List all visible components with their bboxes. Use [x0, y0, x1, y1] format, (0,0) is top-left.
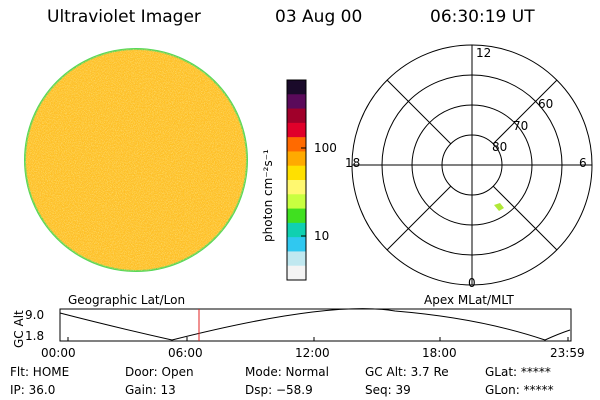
mlt-label-18: 18 [345, 156, 361, 170]
timeline-panel [59, 308, 572, 342]
timeline-y-min: 1.8 [25, 329, 45, 343]
timeline-y-axis-label: GC Alt [12, 310, 26, 348]
colorbar-frame [286, 79, 307, 281]
colorbar-tick-100: 100 [314, 141, 337, 155]
colorbar-segment [287, 80, 306, 95]
colorbar-segment [287, 237, 306, 252]
colorbar-segment [287, 108, 306, 124]
status-flt: Flt: HOME [10, 365, 70, 379]
lat-ring-60: 60 [538, 97, 554, 111]
timeline-left-title: Geographic Lat/Lon [68, 293, 186, 307]
instrument-title: Ultraviolet Imager [47, 7, 201, 27]
time-tick-1200: 12:00 [295, 346, 330, 360]
colorbar-segment [287, 122, 306, 138]
time-tick-0600: 06:00 [168, 346, 203, 360]
status-glon: GLon: ***** [485, 383, 554, 397]
colorbar-segment [287, 222, 306, 238]
status-dsp: Dsp: −58.9 [245, 383, 313, 397]
mlt-label-12: 12 [476, 46, 492, 60]
colorbar-segment [287, 208, 306, 224]
status-ip: IP: 36.0 [10, 383, 56, 397]
status-seq: Seq: 39 [365, 383, 411, 397]
uv-image-disk [24, 48, 248, 272]
time-tick-1800: 18:00 [422, 346, 457, 360]
colorbar-tick-10: 10 [314, 229, 330, 243]
status-glat: GLat: ***** [485, 365, 551, 379]
timeline-right-title: Apex MLat/MLT [424, 293, 514, 307]
time-label: 06:30:19 UT [430, 7, 535, 27]
lat-ring-80: 80 [492, 140, 508, 154]
colorbar-segment [287, 194, 306, 210]
colorbar [286, 79, 307, 281]
status-gain: Gain: 13 [125, 383, 176, 397]
polar-plot [351, 44, 593, 286]
colorbar-unit-label: photon cm⁻²s⁻¹ [261, 149, 275, 242]
time-tick-0000: 00:00 [41, 346, 76, 360]
status-gc-alt: GC Alt: 3.7 Re [365, 365, 449, 379]
mlt-label-6: 6 [579, 156, 587, 170]
colorbar-segment [287, 180, 306, 195]
status-mode: Mode: Normal [245, 365, 329, 379]
timeline-y-max: 9.0 [25, 308, 45, 322]
colorbar-segment [287, 165, 306, 181]
colorbar-segment [287, 94, 306, 110]
status-door: Door: Open [125, 365, 194, 379]
aurora-spot [494, 203, 504, 211]
colorbar-segment [287, 265, 306, 281]
date-label: 03 Aug 00 [275, 7, 363, 27]
lat-ring-70: 70 [513, 119, 529, 133]
time-tick-2359: 23:59 [550, 346, 585, 360]
colorbar-segment [287, 151, 306, 167]
colorbar-segment [287, 137, 306, 152]
mlt-label-0: 0 [468, 276, 476, 290]
colorbar-segment [287, 251, 306, 267]
